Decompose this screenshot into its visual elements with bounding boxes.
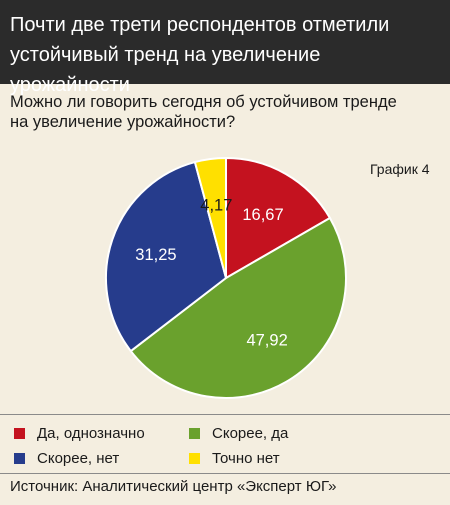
legend-swatch-skoree-da bbox=[189, 427, 200, 439]
slice-da-odnoznachno bbox=[225, 156, 332, 280]
chart-header: Почти две трети респондентов отметили ус… bbox=[0, 0, 450, 96]
legend-item-skoree-da: Скорее, да bbox=[189, 423, 288, 443]
slice-tochno-net bbox=[193, 156, 227, 279]
slice-skoree-da bbox=[129, 216, 347, 399]
source-note: Источник: Аналитический центр «Эксперт Ю… bbox=[10, 478, 337, 495]
source-top-divider bbox=[0, 473, 450, 474]
slice-value-label: 47,92 bbox=[246, 332, 287, 350]
legend-label: Скорее, нет bbox=[37, 449, 120, 467]
question-line-2: на увеличение урожайности? bbox=[10, 113, 236, 131]
legend-item-da-odnoznachno: Да, однозначно bbox=[14, 423, 145, 443]
legend-swatch-skoree-net bbox=[14, 452, 25, 464]
legend-item-tochno-net: Точно нет bbox=[189, 448, 280, 468]
chart-question: Можно ли говорить сегодня об устойчивом … bbox=[10, 92, 440, 132]
slice-value-label: 4,17 bbox=[200, 197, 232, 215]
legend-swatch-tochno-net bbox=[189, 452, 200, 464]
legend-item-skoree-net: Скорее, нет bbox=[14, 448, 119, 468]
legend-label: Точно нет bbox=[212, 449, 280, 467]
slice-value-label: 31,25 bbox=[135, 246, 176, 264]
pie-slices bbox=[105, 156, 347, 399]
legend-top-divider bbox=[0, 414, 450, 415]
legend-swatch-da-odnoznachno bbox=[14, 427, 25, 439]
legend-label: Да, однозначно bbox=[37, 424, 145, 442]
pie-slice-labels: 16,67 47,92 31,25 4,17 bbox=[135, 197, 287, 350]
graph-number-label: График 4 bbox=[370, 161, 430, 177]
question-line-1: Можно ли говорить сегодня об устойчивом … bbox=[10, 93, 397, 111]
slice-value-label: 16,67 bbox=[242, 206, 283, 224]
slice-skoree-net bbox=[105, 160, 228, 353]
header-title-line-2: устойчивый тренд на увеличение урожайнос… bbox=[10, 44, 321, 96]
legend-label: Скорее, да bbox=[212, 424, 289, 442]
header-title-line-1: Почти две трети респондентов отметили bbox=[10, 14, 390, 36]
